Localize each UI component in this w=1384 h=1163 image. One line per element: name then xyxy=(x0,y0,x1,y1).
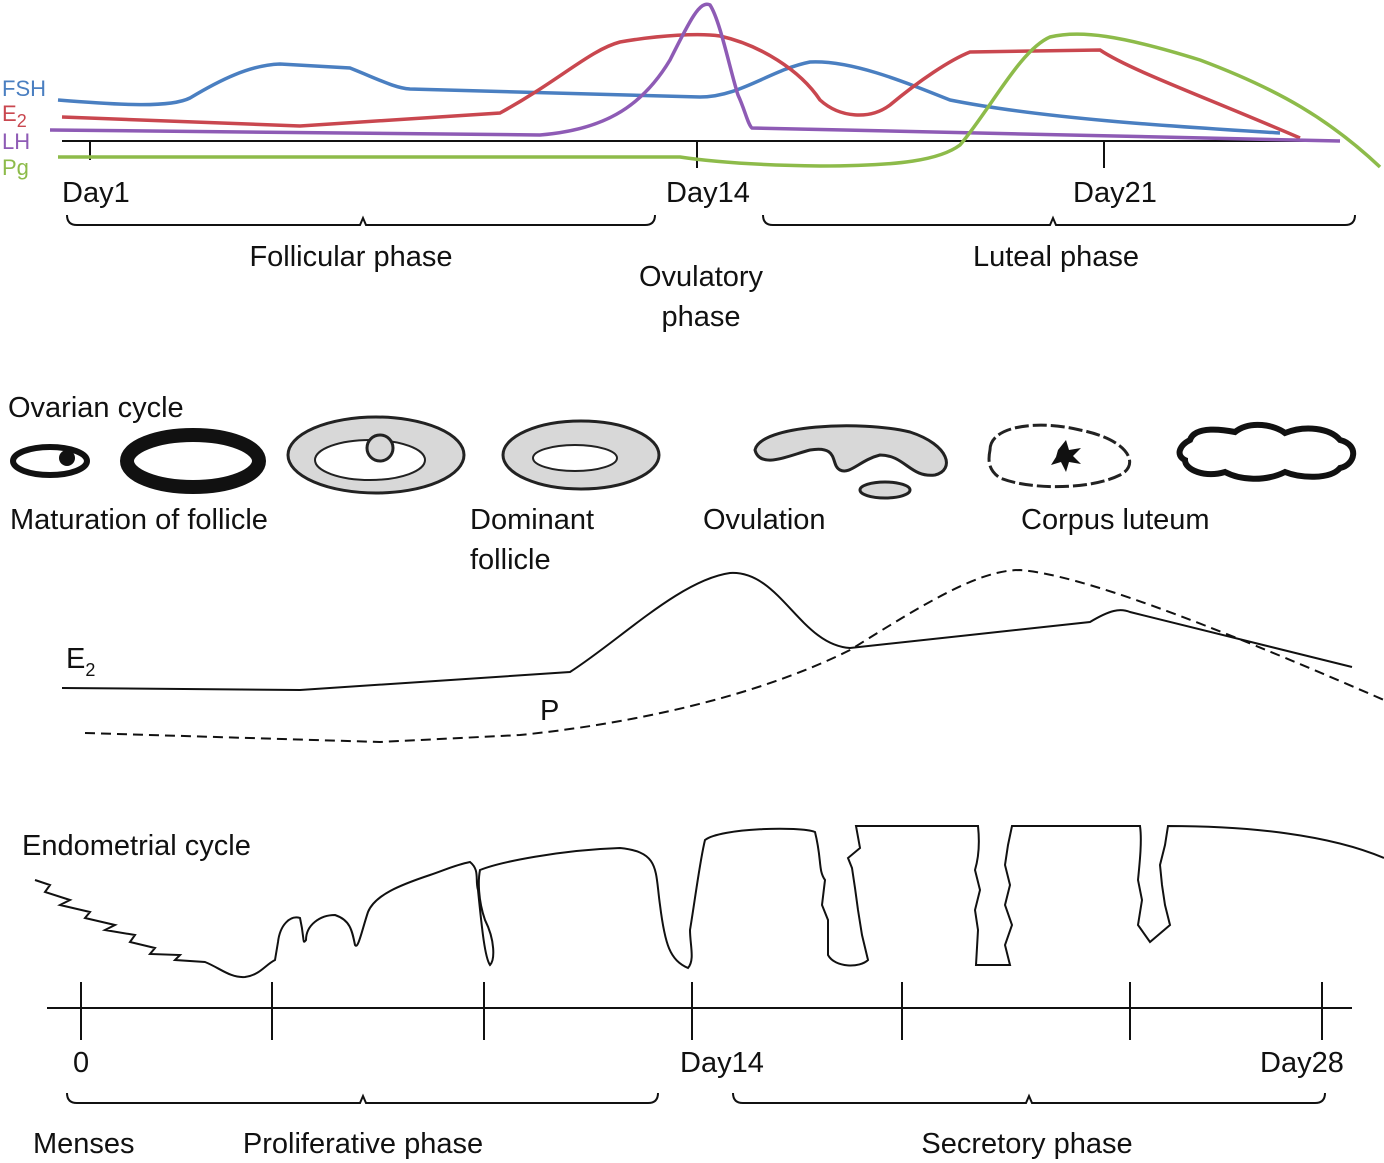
e2-sub: 2 xyxy=(85,660,95,680)
day-label: Day21 xyxy=(1073,177,1157,209)
stage-label: Dominant xyxy=(470,504,594,536)
follicle-icon xyxy=(532,444,618,472)
fsh-curve xyxy=(57,60,1281,135)
legend-e2-base: E xyxy=(2,101,17,126)
e2-curve xyxy=(61,32,1301,140)
phase-label: Ovulatory xyxy=(639,261,764,293)
section-title: Endometrial cycle xyxy=(22,830,251,862)
ovarian-cycle: Ovarian cycle Maturation of follicle Dom… xyxy=(8,392,1384,744)
stage-label: follicle xyxy=(470,544,551,576)
bracket xyxy=(762,214,1356,226)
pg-curve xyxy=(58,32,1382,169)
day-label: 0 xyxy=(73,1047,89,1079)
legend-lh: LH xyxy=(2,129,30,154)
corpus-icon xyxy=(987,423,1131,489)
endometrium-curve xyxy=(34,824,1384,979)
phase-label: Menses xyxy=(33,1128,135,1160)
follicle-icon xyxy=(120,428,266,494)
day-label: Day28 xyxy=(1260,1047,1344,1079)
bracket xyxy=(732,1092,1326,1104)
stage-label: Maturation of follicle xyxy=(10,504,268,536)
phase-label: Secretory phase xyxy=(921,1128,1132,1160)
ovulation-icon xyxy=(753,424,948,477)
stage-label: Ovulation xyxy=(703,504,826,536)
e2-label: E2 xyxy=(66,643,95,680)
legend-e2: E2 xyxy=(2,101,27,131)
phase-label: phase xyxy=(661,301,740,333)
follicle-icon xyxy=(10,444,90,478)
endometrial-cycle: Endometrial cycle 0 Day14 Day28 Menses P… xyxy=(22,824,1384,1160)
e2-base: E xyxy=(66,643,85,675)
section-title: Ovarian cycle xyxy=(8,392,184,424)
phase-label: Follicular phase xyxy=(249,241,452,273)
stage-label: Corpus luteum xyxy=(1021,504,1210,536)
legend-e2-sub: 2 xyxy=(17,111,27,131)
p-curve xyxy=(84,568,1384,744)
hormone-chart: FSH E2 LH Pg Day1 Day14 Day21 Follicular… xyxy=(2,2,1382,333)
day-label: Day1 xyxy=(62,177,130,209)
e2-curve xyxy=(61,571,1353,692)
corpus-icon xyxy=(1051,440,1081,472)
bracket xyxy=(66,1092,659,1104)
follicle-icon xyxy=(365,433,395,463)
legend-fsh: FSH xyxy=(2,76,46,101)
bracket xyxy=(66,214,656,226)
legend-pg: Pg xyxy=(2,155,29,180)
phase-label: Proliferative phase xyxy=(243,1128,483,1160)
day-label: Day14 xyxy=(666,177,750,209)
ovulation-icon xyxy=(858,480,912,500)
phase-label: Luteal phase xyxy=(973,241,1139,273)
lh-curve xyxy=(49,2,1341,143)
corpus-icon xyxy=(1176,421,1357,482)
follicle-icon xyxy=(59,450,75,466)
p-label: P xyxy=(540,695,559,727)
day-label: Day14 xyxy=(680,1047,764,1079)
